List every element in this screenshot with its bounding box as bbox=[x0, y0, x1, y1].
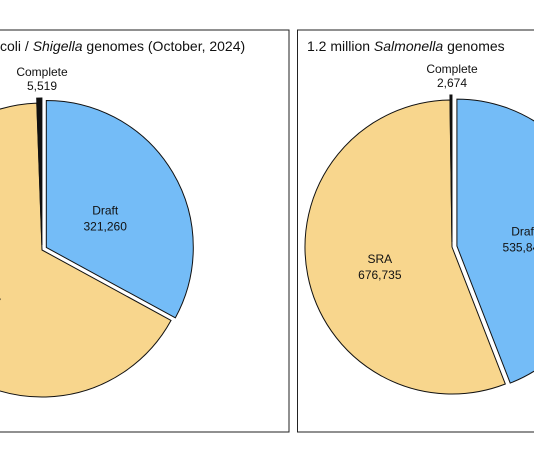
chart-title: coli / Shigella genomes (October, 2024) bbox=[0, 38, 245, 54]
value-label: 676,735 bbox=[358, 268, 402, 282]
title-part: Salmonella bbox=[374, 38, 443, 54]
pie-slice bbox=[45, 99, 194, 319]
slice-label: SRA bbox=[368, 252, 393, 266]
value-label: 321,260 bbox=[84, 220, 128, 234]
left-panel bbox=[0, 29, 290, 433]
pie-slice bbox=[456, 98, 534, 384]
pie-slice bbox=[0, 102, 172, 398]
slice-label: Draft bbox=[92, 204, 119, 218]
title-part: genomes bbox=[443, 38, 504, 54]
value-label: 5,519 bbox=[27, 79, 57, 93]
slice-label: Complete bbox=[426, 62, 478, 76]
title-part: genomes (October, 2024) bbox=[83, 38, 246, 54]
title-part: 1.2 million bbox=[307, 38, 374, 54]
slice-label: Draft bbox=[511, 225, 534, 239]
value-label: 2,674 bbox=[437, 76, 467, 90]
chart-title: 1.2 million Salmonella genomes bbox=[307, 38, 505, 54]
pie-slice bbox=[449, 94, 453, 243]
pie-slice bbox=[36, 97, 43, 246]
slice-label: Complete bbox=[16, 65, 68, 79]
title-part: coli / bbox=[0, 38, 33, 54]
title-part: Shigella bbox=[33, 38, 83, 54]
value-label: 648,227 bbox=[0, 296, 1, 310]
pie-slice bbox=[304, 99, 506, 395]
value-label: 535,842 bbox=[503, 241, 534, 255]
right-panel bbox=[297, 29, 534, 433]
